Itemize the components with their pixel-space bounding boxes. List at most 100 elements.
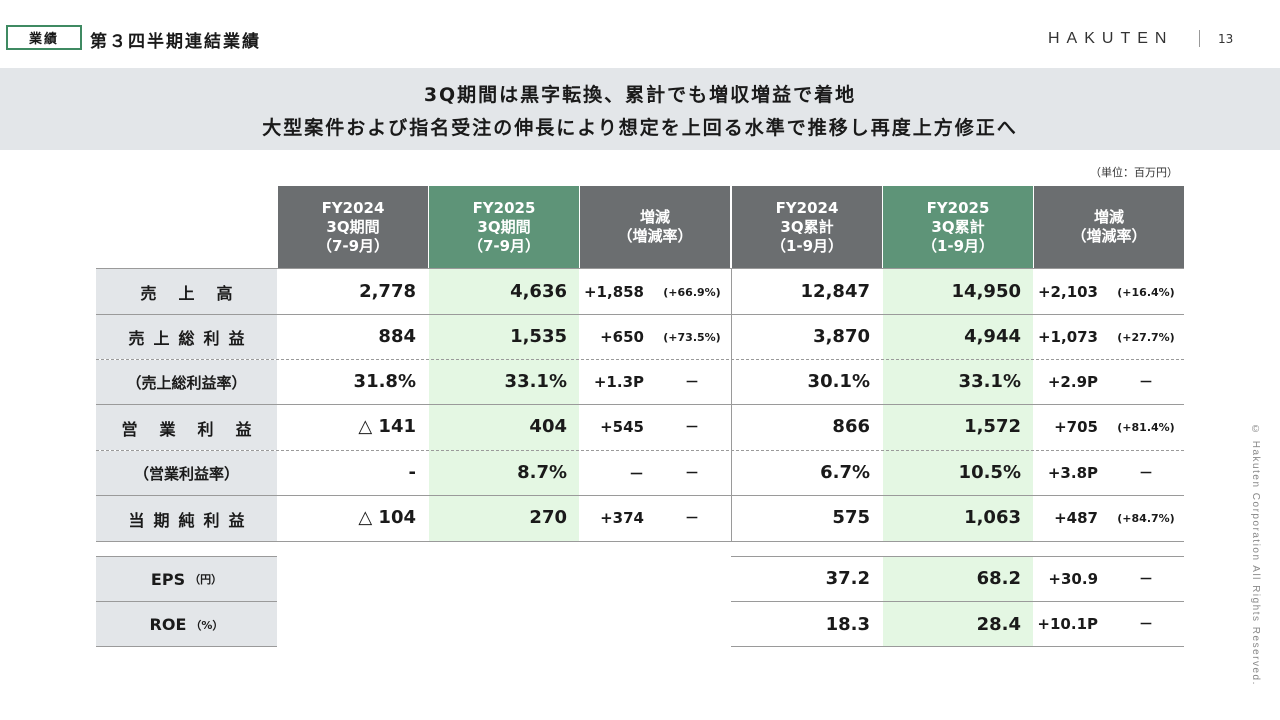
cell-fy24c-eps: 37.2 xyxy=(825,568,870,589)
header-change-quarter: 増減 （増減率） xyxy=(580,186,730,268)
header-line: 3Q期間 xyxy=(477,217,531,236)
cell-dq-operating-income: +545 xyxy=(600,418,644,436)
cell-fy25c-gross-profit: 4,944 xyxy=(964,326,1021,347)
cell-dcr-operating-income: (+81.4%) xyxy=(1117,421,1175,434)
row-label-net-income: 当期純利益 xyxy=(96,496,277,541)
cell-fy24q-operating-income: △ 141 xyxy=(358,416,416,437)
row-divider xyxy=(731,601,1184,602)
cell-dqr-net-sales: (+66.9%) xyxy=(663,286,721,299)
row-label-gross-profit: 売上総利益 xyxy=(96,315,277,359)
cell-dc-operating-margin: +3.8P xyxy=(1047,464,1098,482)
cell-fy24c-operating-income: 866 xyxy=(832,416,870,437)
header-line: 3Q累計 xyxy=(931,217,985,236)
header-line: FY2024 xyxy=(775,198,839,217)
cell-dc-gross-profit: +1,073 xyxy=(1037,328,1098,346)
cell-fy25q-net-income: 270 xyxy=(529,507,567,528)
row-label-eps: EPS （円） xyxy=(96,557,277,601)
cell-fy25q-net-sales: 4,636 xyxy=(510,281,567,302)
cell-dq-net-sales: +1,858 xyxy=(583,283,644,301)
cell-dc-gross-margin: +2.9P xyxy=(1047,373,1098,391)
row-divider xyxy=(731,556,1184,557)
cell-fy24q-gross-profit: 884 xyxy=(378,326,416,347)
copyright-notice: © Hakuten Corporation All Rights Reserve… xyxy=(1250,424,1261,686)
cell-fy25c-gross-margin: 33.1% xyxy=(958,371,1021,392)
cell-fy24q-operating-margin: - xyxy=(408,462,416,483)
cell-dc-net-income: +487 xyxy=(1054,509,1098,527)
header-line: （増減率） xyxy=(1071,227,1147,245)
cell-dcr-eps: － xyxy=(1139,572,1153,588)
column-divider xyxy=(731,269,732,541)
header-line: FY2025 xyxy=(472,198,536,217)
cell-dq-gross-profit: +650 xyxy=(600,328,644,346)
roe-unit: （%） xyxy=(190,618,224,632)
cell-dqr-operating-income: － xyxy=(685,420,699,436)
fy25-cumulative-extra-bg xyxy=(883,556,1033,646)
summary-banner: 3Q期間は黒字転換、累計でも増収増益で着地 大型案件および指名受注の伸長により想… xyxy=(0,68,1280,150)
header-line: FY2025 xyxy=(926,198,990,217)
header-fy24-quarter: FY2024 3Q期間 （7-9月） xyxy=(278,186,428,268)
cell-fy25c-eps: 68.2 xyxy=(976,568,1021,589)
eps-unit: （円） xyxy=(189,573,223,586)
cell-dq-net-income: +374 xyxy=(600,509,644,527)
cell-fy25c-roe: 28.4 xyxy=(976,614,1021,635)
cell-fy24q-net-sales: 2,778 xyxy=(359,281,416,302)
cell-fy24q-net-income: △ 104 xyxy=(358,507,416,528)
cell-dqr-operating-margin: － xyxy=(685,466,699,482)
header-fy24-cumulative: FY2024 3Q累計 （1-9月） xyxy=(732,186,882,268)
cell-dqr-gross-margin: － xyxy=(685,375,699,391)
cell-dcr-roe: － xyxy=(1139,617,1153,633)
row-divider xyxy=(96,646,277,647)
row-divider xyxy=(96,404,1184,405)
cell-fy25q-gross-margin: 33.1% xyxy=(504,371,567,392)
cell-dc-eps: +30.9 xyxy=(1048,570,1098,588)
banner-line-2: 大型案件および指名受注の伸長により想定を上回る水準で推移し再度上方修正へ xyxy=(262,117,1018,139)
row-divider xyxy=(96,541,1184,542)
section-tag: 業績 xyxy=(6,25,82,50)
header-fy25-cumulative: FY2025 3Q累計 （1-9月） xyxy=(883,186,1033,268)
row-divider xyxy=(96,495,1184,496)
cell-fy24c-operating-margin: 6.7% xyxy=(820,462,870,483)
roe-label: ROE xyxy=(149,615,187,634)
page-title: 第３四半期連結業績 xyxy=(90,32,261,52)
cell-fy24c-gross-margin: 30.1% xyxy=(807,371,870,392)
hakuten-logo: HAKUTEN xyxy=(1048,30,1174,47)
row-label-net-sales: 売上高 xyxy=(96,269,277,314)
cell-fy24c-net-income: 575 xyxy=(832,507,870,528)
cell-fy25q-operating-margin: 8.7% xyxy=(517,462,567,483)
row-divider xyxy=(96,314,1184,315)
unit-note: （単位：百万円） xyxy=(1090,166,1178,179)
row-label-operating-income: 営業利益 xyxy=(96,405,277,450)
cell-dqr-net-income: － xyxy=(685,511,699,527)
header-line: （1-9月） xyxy=(921,236,995,255)
header-change-cumulative: 増減 （増減率） xyxy=(1034,186,1184,268)
cell-fy25q-gross-profit: 1,535 xyxy=(510,326,567,347)
cell-dcr-gross-margin: － xyxy=(1139,375,1153,391)
row-divider-dashed xyxy=(96,359,1184,360)
cell-fy25c-net-income: 1,063 xyxy=(964,507,1021,528)
cell-dq-gross-margin: +1.3P xyxy=(593,373,644,391)
header-line: （7-9月） xyxy=(316,236,390,255)
fy25-cumulative-column-bg xyxy=(883,269,1033,541)
fy25-quarter-column-bg xyxy=(429,269,579,541)
row-divider-dashed xyxy=(96,450,1184,451)
cell-fy25c-net-sales: 14,950 xyxy=(951,281,1021,302)
header-line: 3Q期間 xyxy=(326,217,380,236)
cell-fy24c-gross-profit: 3,870 xyxy=(813,326,870,347)
cell-fy24c-net-sales: 12,847 xyxy=(800,281,870,302)
header-line: 増減 xyxy=(639,208,670,226)
cell-dq-operating-margin: － xyxy=(628,465,644,483)
row-divider xyxy=(96,601,277,602)
row-label-operating-margin: （営業利益率） xyxy=(96,451,277,495)
cell-dcr-net-income: (+84.7%) xyxy=(1117,512,1175,525)
row-divider xyxy=(96,556,277,557)
cell-fy24q-gross-margin: 31.8% xyxy=(353,371,416,392)
cell-fy24c-roe: 18.3 xyxy=(825,614,870,635)
header-line: 増減 xyxy=(1093,208,1124,226)
cell-dc-net-sales: +2,103 xyxy=(1037,283,1098,301)
cell-dcr-gross-profit: (+27.7%) xyxy=(1117,331,1175,344)
header-line: 3Q累計 xyxy=(780,217,834,236)
cell-fy25c-operating-income: 1,572 xyxy=(964,416,1021,437)
page-number: 13 xyxy=(1218,32,1234,46)
header-line: （1-9月） xyxy=(770,236,844,255)
cell-dc-roe: +10.1P xyxy=(1037,615,1098,633)
